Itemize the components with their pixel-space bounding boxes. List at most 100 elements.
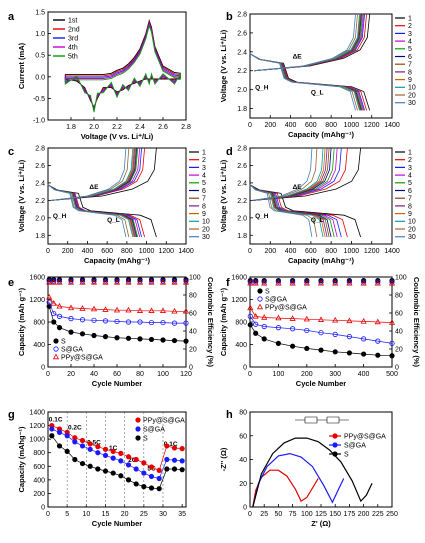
panel-c-y-tick-label: 2.8 [35, 146, 45, 153]
panel-f-point-PPy@S@GA [346, 317, 353, 324]
panel-b-delta-e-label: ΔE [293, 53, 303, 60]
panel-f-line-S@GA [250, 316, 393, 344]
panel-f-ce-point-S@GA [275, 279, 281, 285]
panel-h-legend-marker-S@GA [332, 442, 338, 448]
panel-b-legend-8: 8 [408, 69, 412, 76]
panel-f-point-PPy@S@GA [252, 312, 259, 319]
panel-b-legend-10: 10 [408, 85, 416, 92]
panel-b-legend-3: 3 [408, 31, 412, 38]
panel-c-legend-2: 2 [202, 157, 206, 164]
panel-f-x-tick-label: 200 [301, 371, 313, 378]
panel-f-ce-point-PPy@S@GA [388, 279, 396, 286]
panel-d-x-tick-label: 200 [264, 248, 276, 255]
panel-h-x-tick-label: 200 [358, 511, 370, 518]
panel-e-legend-S@GA: S@GA [61, 347, 83, 354]
panel-a-series-5th [64, 24, 181, 113]
panel-g-rate-label: 0.1C [49, 417, 63, 424]
panel-c-y-tick-label: 2.6 [35, 163, 45, 170]
panel-d-legend-8: 8 [408, 203, 412, 210]
panel-e-ce-point-PPy@S@GA [56, 278, 63, 285]
panel-h-x-tick-label: 250 [386, 511, 398, 518]
panel-e-x-tick-label: 80 [136, 371, 144, 378]
panel-g-line-PPy@S@GA [51, 425, 183, 471]
panel-b-x-tick-label: 1400 [384, 122, 400, 129]
panel-h-y-tick-label: 0 [243, 505, 247, 512]
panel-g-rate-label: 0.2C [68, 425, 82, 432]
panel-c-legend-9: 9 [202, 211, 206, 218]
panel-d-delta-e-label: ΔE [293, 184, 303, 191]
panel-c-x-axis-label: Capacity (mAhg⁻¹) [84, 256, 151, 265]
panel-e-ce-point-S@GA [114, 278, 120, 284]
panel-f-ce-point-PPy@S@GA [346, 279, 353, 286]
panel-g-y-tick-label: 1400 [29, 410, 45, 417]
panel-e-point-PPy@S@GA [182, 307, 190, 314]
panel-d-plot-frame [249, 147, 393, 245]
panel-d-legend-7: 7 [408, 196, 412, 203]
panel-f-y2-tick-label: 40 [395, 329, 403, 336]
panel-e-x-tick-label: 40 [90, 371, 98, 378]
panel-f-ce-point-PPy@S@GA [303, 279, 310, 286]
panel-h-x-tick-label: 150 [329, 511, 341, 518]
panel-f-ce-point-S@GA [247, 279, 253, 285]
panel-c-legend-6: 6 [202, 188, 206, 195]
panel-a-series-1st [64, 19, 181, 109]
panel-d-x-tick-label: 600 [305, 248, 317, 255]
panel-e-x-tick-label: 120 [180, 371, 192, 378]
panel-e-y-tick-label: 1200 [29, 297, 45, 304]
panel-a-y-tick-label: 0.0 [35, 74, 45, 81]
panel-e-legend-S: S [61, 339, 66, 346]
panel-d: d 0 200 400 600 800 1000 1200 1400 1.8 2.0 2.2 2.4 2.… [219, 146, 416, 266]
panel-e-y-tick-label: 1600 [29, 275, 45, 282]
panel-g-x-tick-label: 0 [46, 511, 50, 518]
panel-e-y2-tick-label: 100 [189, 275, 201, 282]
panel-a-x-tick-label: 2.8 [181, 124, 191, 131]
panel-e-point-PPy@S@GA [50, 300, 57, 306]
panel-b-discharge-5 [249, 53, 363, 111]
panel-g-y-tick-label: 400 [33, 477, 45, 484]
panel-f-letter: f [226, 277, 230, 289]
panel-f-y2-axis-label: Coulombic Efficiency (%) [412, 277, 421, 368]
panel-e-ce-point-S@GA [183, 278, 189, 284]
panel-d-x-tick-label: 1200 [364, 248, 380, 255]
panel-d-x-axis-label: Capacity (mAhg⁻¹) [288, 256, 355, 265]
panel-c-qh-label: Q_H [53, 213, 67, 220]
panel-f-legend-marker-S [257, 288, 263, 294]
panel-d-x-tick-label: 0 [248, 248, 252, 255]
panel-b-y-tick-label: 2.0 [237, 87, 247, 94]
panel-c-charge-10 [51, 147, 134, 201]
panel-f-y-tick-label: 1600 [231, 275, 247, 282]
panel-b-charge-5 [254, 13, 363, 72]
panel-c-legend-30: 30 [202, 234, 210, 241]
panel-h-legend-S: S [344, 452, 349, 459]
panel-b-y-axis-label: Voltage (V vs. Li⁺/Li) [219, 29, 228, 102]
panel-e-ce-point-S@GA [79, 278, 86, 284]
panel-b-discharge-4 [249, 53, 364, 111]
panel-b-discharge-9 [249, 53, 361, 111]
panel-g-x-tick-label: 5 [65, 511, 69, 518]
panel-f-ce-point-S@GA [375, 279, 381, 285]
panel-c-charge-30 [51, 147, 127, 201]
panel-b-discharge-2 [249, 53, 367, 111]
panel-g-letter: g [8, 409, 15, 421]
panel-f-ce-point-S@GA [253, 279, 259, 285]
panel-h-y-axis-label: -Z'' (Ω) [219, 447, 228, 471]
panel-f-legend-S@GA: S@GA [265, 297, 287, 304]
panel-e-ce-point-PPy@S@GA [46, 278, 53, 285]
panel-f-y-axis-label: Capacity (mAh g⁻¹) [219, 287, 228, 356]
panel-e-point-PPy@S@GA [90, 305, 98, 312]
panel-f-y2-tick-label: 20 [395, 347, 403, 354]
panel-f-ce-point-PPy@S@GA [332, 279, 339, 286]
panel-f-y-tick-label: 1200 [231, 297, 247, 304]
panel-f-ce-point-PPy@S@GA [374, 279, 381, 286]
panel-e-legend-marker-S [53, 338, 59, 344]
panel-f-ce-point-PPy@S@GA [317, 279, 325, 286]
panel-e-y2-tick-label: 40 [189, 329, 197, 336]
panel-d-legend-1: 1 [408, 149, 412, 156]
panel-e-y-tick-label: 400 [33, 342, 45, 349]
panel-e-y2-tick-label: 60 [189, 311, 197, 318]
panel-f-point-PPy@S@GA [247, 304, 254, 311]
panel-b-legend-30: 30 [408, 100, 416, 107]
panel-d-y-tick-label: 2.6 [237, 163, 247, 170]
panel-h-circuit-icon [295, 416, 349, 424]
panel-c-x-tick-label: 200 [62, 248, 74, 255]
